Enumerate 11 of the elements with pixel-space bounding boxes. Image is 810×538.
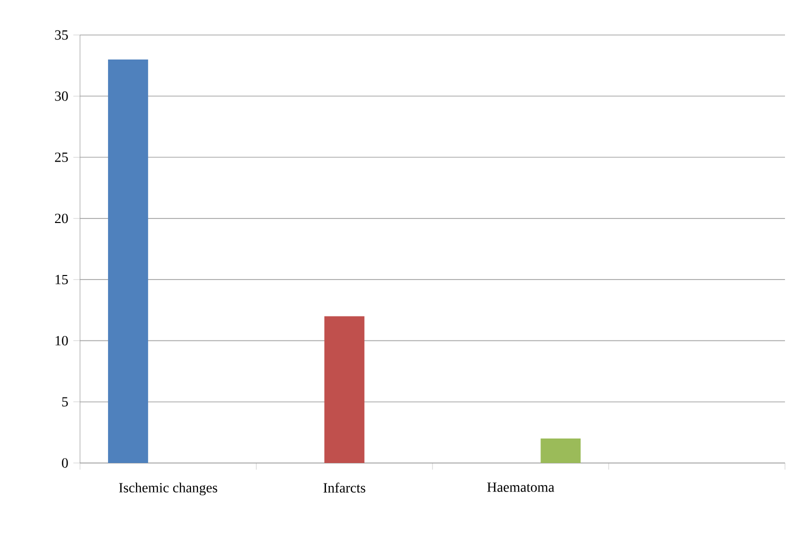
- y-tick-label: 5: [62, 397, 68, 407]
- y-tick-label: 25: [55, 152, 68, 162]
- y-tick-label: 15: [56, 274, 68, 284]
- y-tick-label: 30: [55, 91, 68, 101]
- y-tick-label: 20: [55, 214, 68, 224]
- x-tick-label: Haematoma: [487, 482, 554, 492]
- y-tick-label: 10: [56, 336, 68, 346]
- x-tick-label: Infarcts: [324, 482, 366, 493]
- x-tick-label: Ischemic changes: [119, 482, 218, 496]
- y-tick-label: 35: [55, 30, 68, 40]
- y-tick-label: 0: [62, 458, 68, 468]
